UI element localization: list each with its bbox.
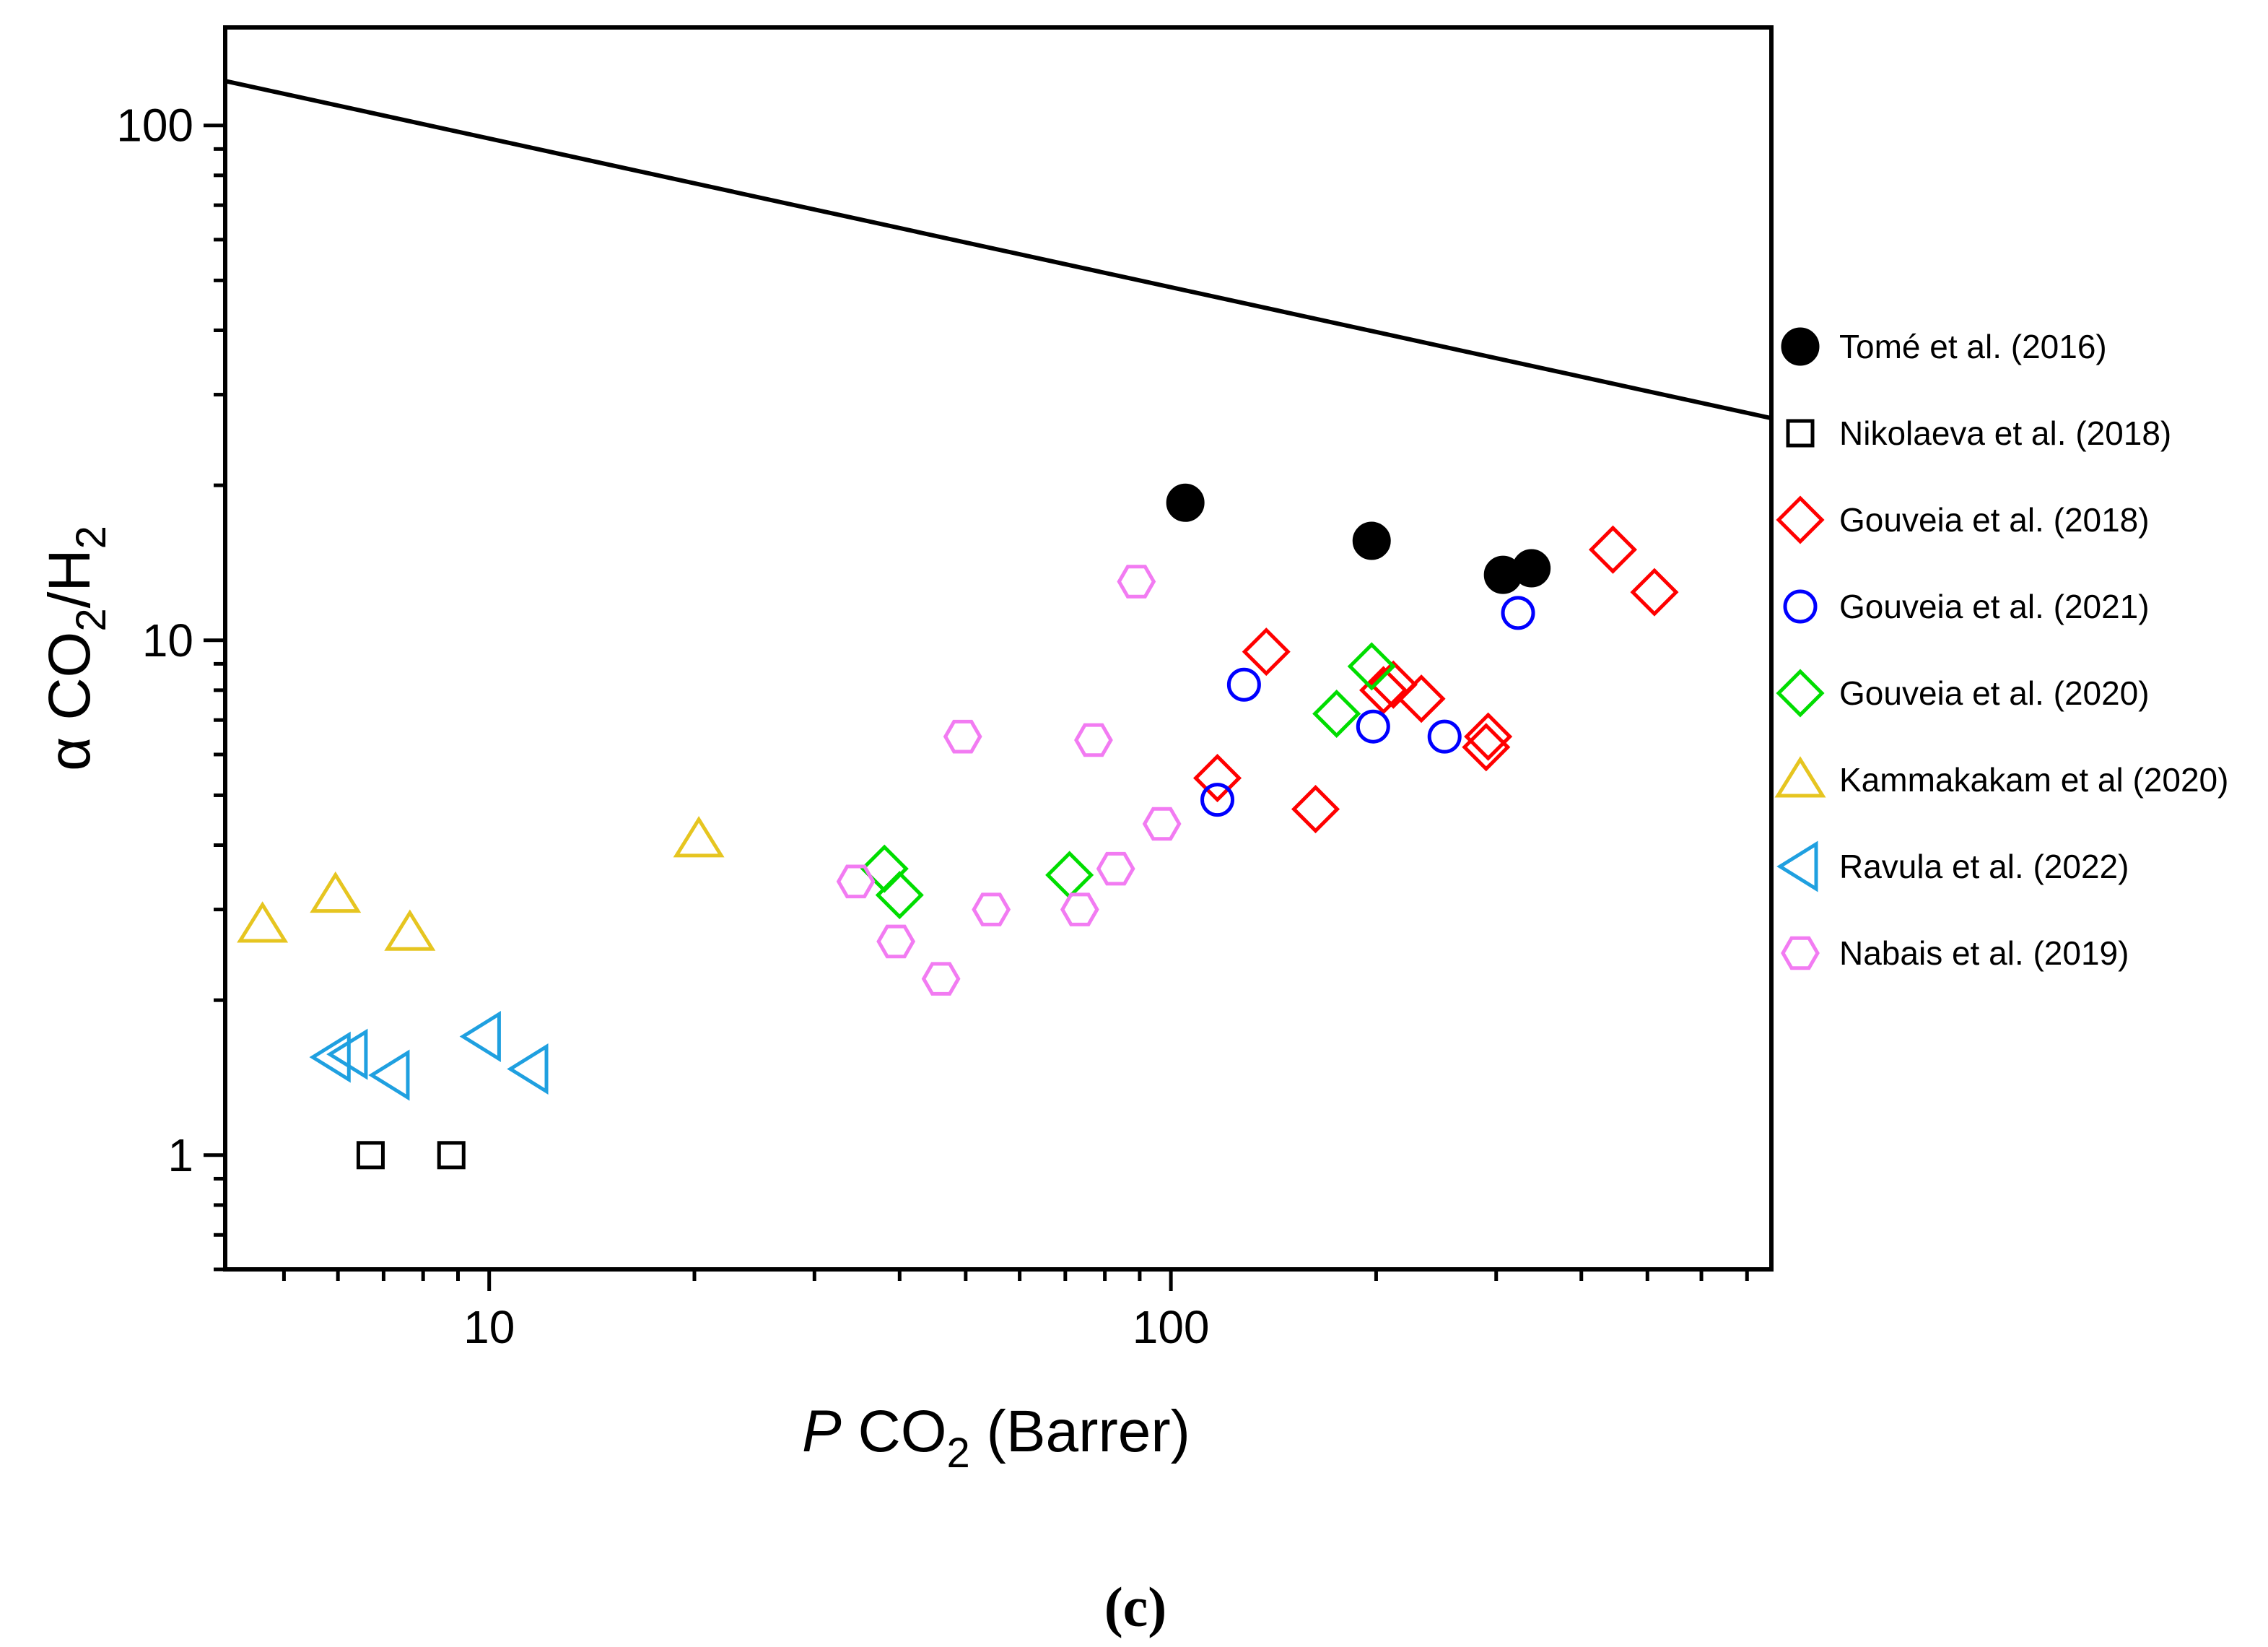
- legend-label: Gouveia et al. (2020): [1839, 674, 2150, 712]
- data-point: [943, 719, 982, 754]
- data-point: [1356, 709, 1390, 744]
- legend-item: Tomé et al. (2016): [1781, 327, 2107, 366]
- y-tick-label: 100: [116, 100, 193, 152]
- data-markers: [237, 483, 1679, 1170]
- legend-marker: [1776, 840, 1818, 892]
- y-tick-label: 1: [167, 1129, 193, 1181]
- x-axis-title: P CO2 (Barrer): [802, 1399, 1190, 1477]
- data-point: [384, 909, 436, 951]
- legend-label: Ravula et al. (2022): [1839, 848, 2129, 885]
- series-7: [309, 1010, 549, 1101]
- legend-label: Gouveia et al. (2018): [1839, 501, 2150, 539]
- x-tick-label: 100: [1133, 1301, 1210, 1353]
- data-point: [1588, 525, 1637, 574]
- legend-label: Kammakakam et al (2020): [1839, 761, 2228, 799]
- data-point: [356, 1141, 385, 1170]
- series-3: [1192, 525, 1679, 834]
- data-point: [1226, 667, 1261, 702]
- legend-marker: [1776, 495, 1825, 544]
- data-point: [1192, 754, 1242, 803]
- data-point: [1096, 851, 1135, 886]
- axis-ticks: 10 100 1 10 100: [116, 100, 1749, 1353]
- data-point: [237, 901, 289, 943]
- legend-item: Gouveia et al. (2021): [1783, 588, 2150, 625]
- legend-marker: [1776, 669, 1825, 718]
- legend: Tomé et al. (2016) Nikolaeva et al. (2018…: [1774, 327, 2228, 972]
- y-axis-title-suffix: /H: [37, 549, 103, 608]
- y-axis-title: α CO2/H2: [37, 526, 115, 771]
- data-point: [1464, 712, 1513, 761]
- legend-marker: [1774, 756, 1826, 798]
- series-4: [1200, 596, 1535, 817]
- x-tick-label: 10: [463, 1301, 515, 1353]
- data-point: [1397, 674, 1446, 723]
- data-point: [1117, 565, 1156, 599]
- data-point: [875, 871, 924, 920]
- legend-marker: [1786, 419, 1815, 448]
- data-point: [972, 892, 1011, 926]
- data-point: [459, 1010, 501, 1062]
- y-axis-title-subscript-1: 2: [68, 608, 115, 631]
- data-point: [437, 1141, 466, 1170]
- legend-item: Kammakakam et al (2020): [1774, 756, 2228, 799]
- legend-marker: [1783, 589, 1818, 624]
- data-point: [1369, 660, 1418, 709]
- x-axis-title-main: CO: [842, 1399, 947, 1464]
- legend-label: Nikolaeva et al. (2018): [1839, 414, 2171, 452]
- data-point: [1347, 642, 1396, 691]
- data-point: [1291, 785, 1340, 834]
- x-axis-title-suffix: (Barrer): [970, 1399, 1190, 1464]
- data-point: [673, 816, 725, 858]
- legend-marker: [1781, 327, 1820, 366]
- data-point: [1501, 596, 1535, 630]
- data-point: [1060, 892, 1099, 926]
- legend-item: Nabais et al. (2019): [1781, 934, 2129, 972]
- data-point: [1166, 483, 1205, 522]
- data-point: [310, 871, 362, 913]
- series-8: [836, 565, 1182, 996]
- data-point: [876, 924, 916, 959]
- data-point: [1200, 783, 1235, 817]
- data-point: [836, 864, 876, 899]
- data-point: [1045, 851, 1094, 900]
- y-axis-title-subscript-2: 2: [68, 526, 115, 549]
- upper-bound-line: [224, 79, 1772, 421]
- y-tick-label: 10: [142, 614, 193, 666]
- data-point: [1242, 627, 1291, 677]
- data-point: [368, 1049, 410, 1101]
- legend-item: Gouveia et al. (2020): [1776, 669, 2150, 718]
- series-5: [860, 642, 1396, 920]
- data-point: [1352, 521, 1391, 560]
- series-2: [356, 1141, 466, 1170]
- data-point: [1074, 723, 1113, 757]
- data-point: [1512, 549, 1551, 588]
- legend-label: Tomé et al. (2016): [1839, 328, 2107, 365]
- plot-area: 10 100 1 10 100: [116, 25, 1774, 1353]
- legend-item: Ravula et al. (2022): [1776, 840, 2129, 892]
- legend-label: Nabais et al. (2019): [1839, 934, 2129, 972]
- y-axis-title-prefix: α CO: [37, 632, 103, 771]
- data-point: [507, 1043, 549, 1095]
- figure-caption: (c): [1104, 1576, 1167, 1638]
- data-point: [309, 1031, 351, 1083]
- data-point: [860, 844, 909, 893]
- data-point: [921, 962, 961, 996]
- data-point: [1630, 568, 1679, 617]
- legend-label: Gouveia et al. (2021): [1839, 588, 2150, 625]
- x-axis-title-prefix: P: [802, 1399, 842, 1464]
- data-point: [1142, 807, 1182, 841]
- data-point: [1312, 689, 1361, 739]
- legend-item: Nikolaeva et al. (2018): [1786, 414, 2171, 452]
- legend-item: Gouveia et al. (2018): [1776, 495, 2150, 544]
- data-point: [1427, 719, 1462, 754]
- series-1: [1166, 483, 1551, 594]
- plot-frame: [223, 25, 1774, 1272]
- data-point: [326, 1028, 368, 1080]
- series-6: [237, 816, 725, 951]
- x-axis-title-subscript: 2: [947, 1430, 970, 1477]
- legend-marker: [1781, 936, 1820, 970]
